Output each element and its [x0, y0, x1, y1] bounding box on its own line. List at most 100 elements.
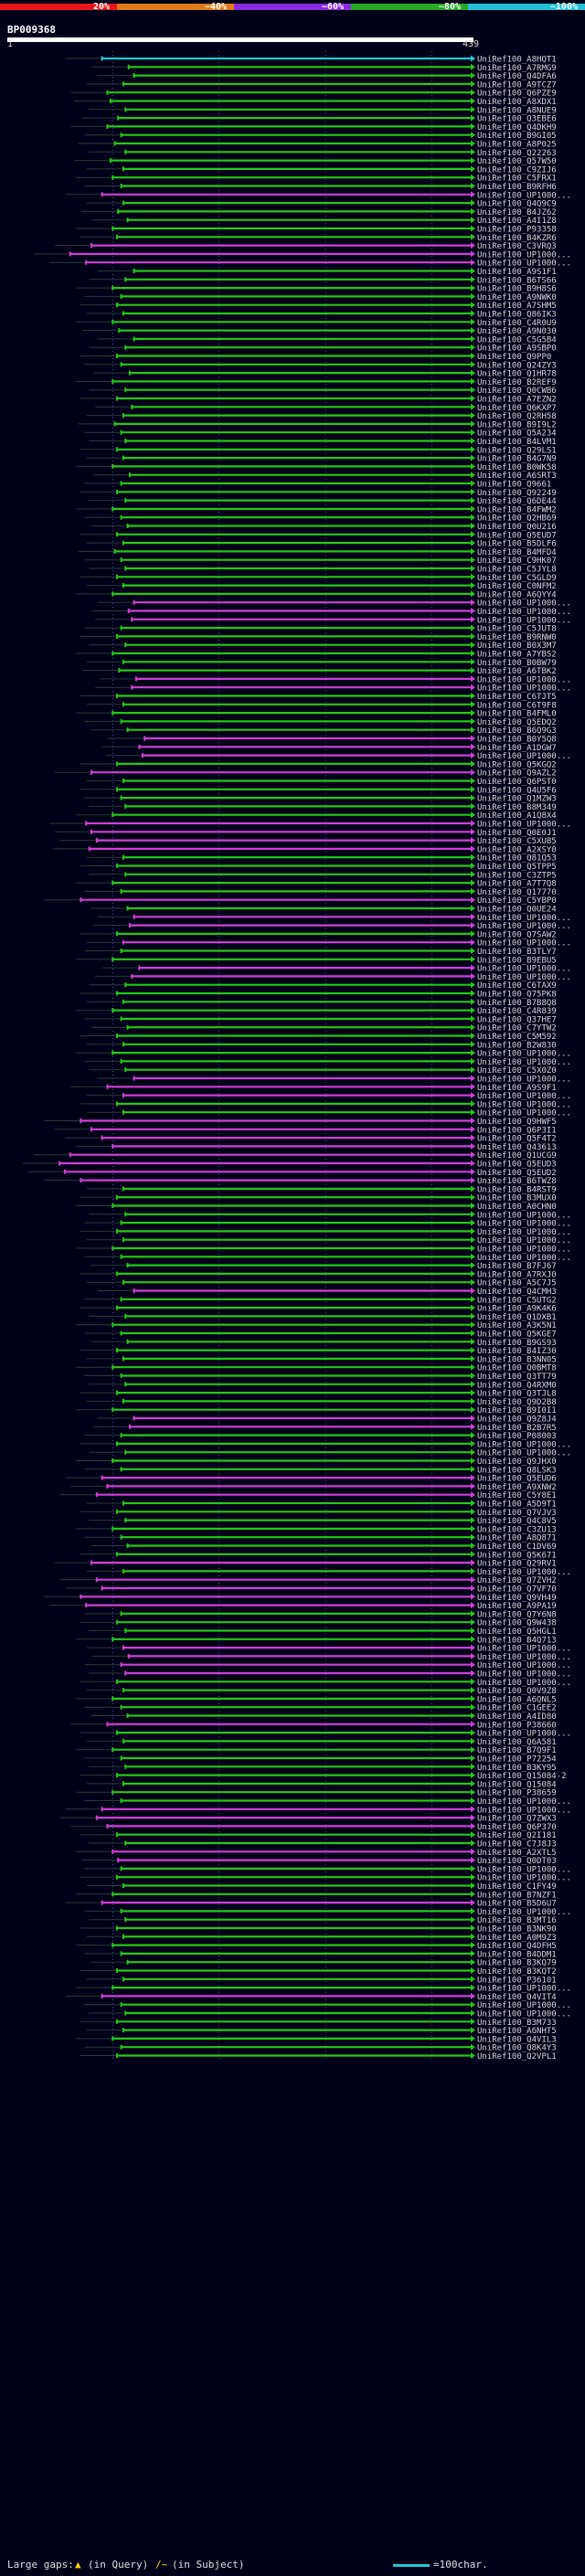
- hit-label[interactable]: UniRef100_A8HQT1: [477, 56, 557, 65]
- hit-label[interactable]: UniRef100_Q1UCG9: [477, 1151, 557, 1161]
- hit-label[interactable]: UniRef100_Q24ZY3: [477, 361, 557, 370]
- hit-row[interactable]: UniRef100_UP1000...: [80, 1440, 571, 1449]
- hit-label[interactable]: UniRef100_Q8LSK3: [477, 1466, 557, 1475]
- hit-label[interactable]: UniRef100_Q5EUD2: [477, 1169, 557, 1178]
- hit-row[interactable]: UniRef100_A8XDX1: [73, 98, 557, 107]
- hit-row[interactable]: UniRef100_Q4CMH3: [97, 1288, 557, 1297]
- hit-row[interactable]: UniRef100_Q9661: [84, 480, 552, 490]
- hit-row[interactable]: UniRef100_A1Q8X4: [76, 811, 557, 821]
- hit-label[interactable]: UniRef100_A0M9Z3: [477, 1934, 557, 1943]
- hit-label[interactable]: UniRef100_UP1000...: [477, 1653, 571, 1662]
- hit-row[interactable]: UniRef100_Q6KXP7: [95, 403, 557, 413]
- hit-label[interactable]: UniRef100_UP1000...: [477, 1100, 571, 1109]
- hit-label[interactable]: UniRef100_Q4U5F6: [477, 786, 557, 795]
- hit-row[interactable]: UniRef100_C4R0U9: [76, 318, 557, 328]
- hit-label[interactable]: UniRef100_B4Q713: [477, 1636, 557, 1645]
- hit-row[interactable]: UniRef100_B4FML0: [76, 709, 557, 719]
- hit-row[interactable]: UniRef100_B9GS93: [90, 1338, 557, 1348]
- hit-label[interactable]: UniRef100_Q7VF70: [477, 1585, 557, 1595]
- hit-label[interactable]: UniRef100_B2W830: [477, 1041, 557, 1050]
- hit-row[interactable]: UniRef100_Q29LS1: [80, 446, 557, 455]
- hit-row[interactable]: UniRef100_B3NN05: [86, 1355, 557, 1364]
- hit-label[interactable]: UniRef100_B4JZ62: [477, 208, 557, 217]
- hit-row[interactable]: UniRef100_B3NK90: [80, 1924, 557, 1935]
- hit-label[interactable]: UniRef100_Q6PZE9: [477, 90, 557, 99]
- hit-label[interactable]: UniRef100_UP1000...: [477, 752, 571, 761]
- hit-row[interactable]: UniRef100_B7Q9F1: [76, 1746, 557, 1755]
- hit-row[interactable]: UniRef100_B4JZ62: [81, 207, 557, 217]
- hit-row[interactable]: UniRef100_Q81Q53: [86, 853, 557, 864]
- hit-row[interactable]: UniRef100_A6NHT5: [86, 2027, 557, 2036]
- hit-row[interactable]: UniRef100_B7B8Q8: [86, 998, 557, 1008]
- hit-label[interactable]: UniRef100_Q81Q53: [477, 854, 557, 864]
- hit-row[interactable]: UniRef100_A8Q871: [84, 1533, 557, 1543]
- hit-row[interactable]: UniRef100_C5M592: [80, 1033, 557, 1042]
- hit-label[interactable]: UniRef100_Q43613: [477, 1143, 557, 1152]
- hit-row[interactable]: UniRef100_Q1UCG9: [33, 1151, 557, 1161]
- hit-label[interactable]: UniRef100_Q2I181: [477, 1831, 557, 1840]
- hit-row[interactable]: UniRef100_A6SRT3: [92, 472, 557, 481]
- hit-label[interactable]: UniRef100_UP1000...: [477, 1050, 571, 1059]
- hit-row[interactable]: UniRef100_UP1000...: [95, 972, 571, 982]
- hit-row[interactable]: UniRef100_A6QNL5: [76, 1695, 557, 1704]
- hit-label[interactable]: UniRef100_P08003: [477, 1432, 557, 1441]
- hit-label[interactable]: UniRef100_Q4VIT4: [477, 1993, 557, 2002]
- hit-row[interactable]: UniRef100_UP1000...: [65, 191, 571, 200]
- hit-label[interactable]: UniRef100_B0Y5Q8: [477, 736, 557, 745]
- hit-label[interactable]: UniRef100_C9ZIJ6: [477, 165, 557, 175]
- hit-label[interactable]: UniRef100_A7EZN2: [477, 396, 557, 405]
- hit-label[interactable]: UniRef100_Q92249: [477, 489, 557, 498]
- hit-label[interactable]: UniRef100_Q2VPL1: [477, 2052, 557, 2062]
- hit-row[interactable]: UniRef100_UP1000...: [102, 964, 571, 974]
- hit-row[interactable]: UniRef100_A4I1Z8: [90, 217, 557, 226]
- hit-row[interactable]: UniRef100_UP1000...: [86, 1108, 571, 1118]
- hit-row[interactable]: UniRef100_Q6DE44: [89, 497, 557, 506]
- hit-row[interactable]: UniRef100_UP1000...: [84, 1865, 571, 1874]
- hit-row[interactable]: UniRef100_Q92249: [80, 488, 557, 498]
- hit-label[interactable]: UniRef100_Q5HGL1: [477, 1627, 557, 1637]
- hit-row[interactable]: UniRef100_UP1000...: [76, 1984, 571, 1994]
- hit-row[interactable]: UniRef100_A1DGW7: [102, 743, 557, 753]
- hit-row[interactable]: UniRef100_UP1000...: [80, 1227, 571, 1237]
- hit-label[interactable]: UniRef100_Q6DE44: [477, 497, 557, 506]
- hit-label[interactable]: UniRef100_Q0E0J1: [477, 829, 557, 838]
- hit-row[interactable]: UniRef100_Q6P3I1: [54, 1126, 557, 1135]
- hit-label[interactable]: UniRef100_A8XDX1: [477, 98, 557, 107]
- hit-row[interactable]: UniRef100_P72254: [84, 1754, 557, 1765]
- hit-row[interactable]: UniRef100_A8NUE9: [89, 106, 557, 115]
- hit-row[interactable]: UniRef100_C3VRQ3: [54, 242, 557, 251]
- hit-row[interactable]: UniRef100_Q6A581: [86, 1737, 557, 1747]
- hit-row[interactable]: UniRef100_Q9JHX0: [76, 1458, 557, 1467]
- hit-label[interactable]: UniRef100_Q22263: [477, 149, 557, 158]
- hit-row[interactable]: UniRef100_Q5EUD6: [65, 1474, 557, 1484]
- hit-label[interactable]: UniRef100_A7RXJ0: [477, 1270, 557, 1279]
- hit-label[interactable]: UniRef100_B4KZR6: [477, 234, 557, 243]
- hit-label[interactable]: UniRef100_B9I0I1: [477, 1406, 557, 1415]
- hit-row[interactable]: UniRef100_A7SHM5: [80, 302, 557, 311]
- hit-label[interactable]: UniRef100_A9XNW2: [477, 1483, 557, 1492]
- hit-row[interactable]: UniRef100_B9H8S6: [76, 284, 557, 294]
- hit-label[interactable]: UniRef100_B3MUX0: [477, 1194, 557, 1203]
- hit-label[interactable]: UniRef100_C0NFM2: [477, 582, 557, 591]
- hit-row[interactable]: UniRef100_C5G5B4: [97, 335, 557, 345]
- hit-row[interactable]: UniRef100_C5JUT8: [84, 624, 557, 634]
- hit-label[interactable]: UniRef100_UP1000...: [477, 1092, 571, 1101]
- hit-row[interactable]: UniRef100_UP1000...: [89, 2009, 571, 2019]
- hit-label[interactable]: UniRef100_Q4DFH5: [477, 1942, 557, 1951]
- hit-row[interactable]: UniRef100_Q1MZW3: [84, 794, 557, 804]
- hit-label[interactable]: UniRef100_Q4Q9C9: [477, 200, 557, 209]
- hit-row[interactable]: UniRef100_A2XTL5: [76, 1848, 557, 1858]
- hit-row[interactable]: UniRef100_Q0CWB6: [89, 387, 557, 396]
- hit-label[interactable]: UniRef100_Q4DKH9: [477, 123, 557, 133]
- hit-label[interactable]: UniRef100_C1DV69: [477, 1542, 557, 1552]
- hit-label[interactable]: UniRef100_C5UTG2: [477, 1296, 557, 1305]
- hit-row[interactable]: UniRef100_B4RST9: [86, 1185, 557, 1194]
- hit-label[interactable]: UniRef100_C3ZU13: [477, 1525, 557, 1534]
- hit-label[interactable]: UniRef100_Q9Z8J4: [477, 1415, 557, 1425]
- hit-label[interactable]: UniRef100_Q29LS1: [477, 446, 557, 455]
- hit-row[interactable]: UniRef100_Q7ZVH2: [59, 1576, 557, 1585]
- hit-row[interactable]: UniRef100_Q4RXM0: [89, 1381, 557, 1390]
- hit-label[interactable]: UniRef100_UP1000...: [477, 250, 571, 260]
- hit-label[interactable]: UniRef100_A7YBS2: [477, 651, 557, 660]
- hit-row[interactable]: UniRef100_C6TJT5: [80, 693, 557, 702]
